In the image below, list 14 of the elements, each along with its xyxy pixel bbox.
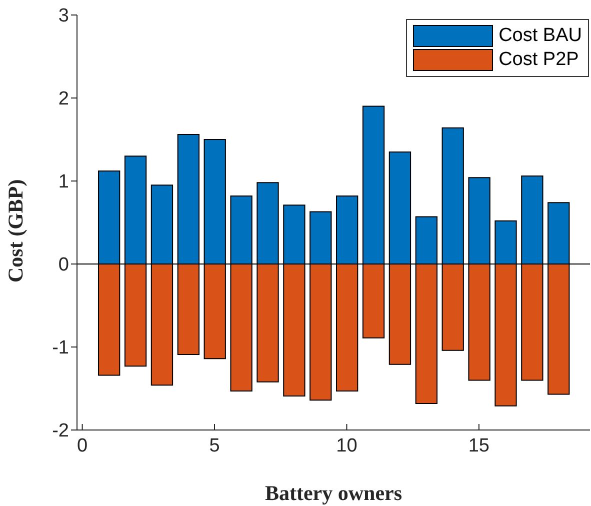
x-tick-label: 0 <box>77 435 88 456</box>
y-tick-label: -2 <box>52 420 69 442</box>
x-axis-title: Battery owners <box>264 481 402 505</box>
x-tick-label: 10 <box>336 435 358 456</box>
y-tick-label: -1 <box>52 338 69 359</box>
x-tick-label: 15 <box>468 435 490 456</box>
y-axis-title: Cost (GBP) <box>3 179 28 282</box>
legend-label: Cost P2P <box>498 49 579 71</box>
y-tick-label: 3 <box>58 6 69 27</box>
y-tick-label: 2 <box>58 88 69 110</box>
y-tick-label: 1 <box>58 172 69 193</box>
y-tick-label: 0 <box>58 254 69 276</box>
x-tick-label: 5 <box>209 435 220 456</box>
legend-label: Cost BAU <box>498 25 582 47</box>
